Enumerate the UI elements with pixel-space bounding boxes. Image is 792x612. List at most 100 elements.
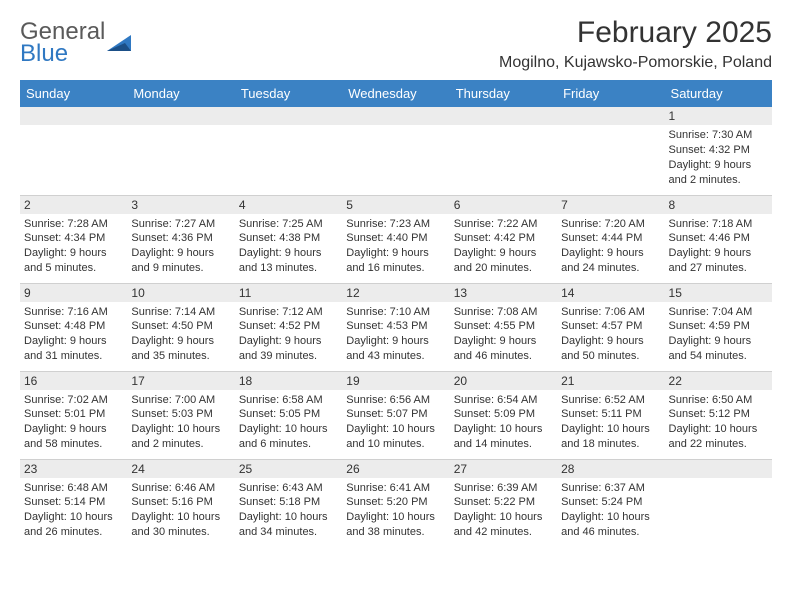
daylight-text: Daylight: 9 hours and 50 minutes. <box>561 334 660 364</box>
day-number: 15 <box>665 284 772 302</box>
sunrise-text: Sunrise: 6:52 AM <box>561 393 660 408</box>
calendar-day-cell: 28Sunrise: 6:37 AMSunset: 5:24 PMDayligh… <box>557 459 664 547</box>
sunset-text: Sunset: 4:46 PM <box>669 231 768 246</box>
day-number: 13 <box>450 284 557 302</box>
calendar-day-cell: 15Sunrise: 7:04 AMSunset: 4:59 PMDayligh… <box>665 283 772 371</box>
day-number <box>665 460 772 478</box>
daylight-text: Daylight: 10 hours and 26 minutes. <box>24 510 123 540</box>
daylight-text: Daylight: 10 hours and 30 minutes. <box>131 510 230 540</box>
sunrise-text: Sunrise: 7:14 AM <box>131 305 230 320</box>
calendar-week-row: 2Sunrise: 7:28 AMSunset: 4:34 PMDaylight… <box>20 195 772 283</box>
day-number <box>235 107 342 125</box>
daylight-text: Daylight: 9 hours and 5 minutes. <box>24 246 123 276</box>
weekday-header: Monday <box>127 80 234 107</box>
daylight-text: Daylight: 9 hours and 31 minutes. <box>24 334 123 364</box>
sunset-text: Sunset: 5:01 PM <box>24 407 123 422</box>
calendar-day-cell: 12Sunrise: 7:10 AMSunset: 4:53 PMDayligh… <box>342 283 449 371</box>
sunset-text: Sunset: 4:57 PM <box>561 319 660 334</box>
sunset-text: Sunset: 5:18 PM <box>239 495 338 510</box>
sunset-text: Sunset: 5:20 PM <box>346 495 445 510</box>
calendar-day-cell <box>20 107 127 195</box>
day-number <box>342 107 449 125</box>
calendar-day-cell: 25Sunrise: 6:43 AMSunset: 5:18 PMDayligh… <box>235 459 342 547</box>
sunset-text: Sunset: 4:52 PM <box>239 319 338 334</box>
weekday-header-row: Sunday Monday Tuesday Wednesday Thursday… <box>20 80 772 107</box>
weekday-header: Tuesday <box>235 80 342 107</box>
sunrise-text: Sunrise: 6:39 AM <box>454 481 553 496</box>
sunrise-text: Sunrise: 7:25 AM <box>239 217 338 232</box>
daylight-text: Daylight: 10 hours and 14 minutes. <box>454 422 553 452</box>
calendar-table: Sunday Monday Tuesday Wednesday Thursday… <box>20 80 772 547</box>
sunrise-text: Sunrise: 7:06 AM <box>561 305 660 320</box>
daylight-text: Daylight: 9 hours and 24 minutes. <box>561 246 660 276</box>
daylight-text: Daylight: 9 hours and 2 minutes. <box>669 158 768 188</box>
daylight-text: Daylight: 10 hours and 42 minutes. <box>454 510 553 540</box>
sunrise-text: Sunrise: 7:08 AM <box>454 305 553 320</box>
calendar-day-cell: 2Sunrise: 7:28 AMSunset: 4:34 PMDaylight… <box>20 195 127 283</box>
sunrise-text: Sunrise: 7:04 AM <box>669 305 768 320</box>
sunset-text: Sunset: 5:16 PM <box>131 495 230 510</box>
weekday-header: Saturday <box>665 80 772 107</box>
day-number: 18 <box>235 372 342 390</box>
sunrise-text: Sunrise: 7:22 AM <box>454 217 553 232</box>
sunset-text: Sunset: 5:12 PM <box>669 407 768 422</box>
daylight-text: Daylight: 9 hours and 39 minutes. <box>239 334 338 364</box>
sunrise-text: Sunrise: 6:50 AM <box>669 393 768 408</box>
day-number <box>20 107 127 125</box>
daylight-text: Daylight: 9 hours and 13 minutes. <box>239 246 338 276</box>
calendar-day-cell: 4 Sunrise: 7:25 AMSunset: 4:38 PMDaylight… <box>235 195 342 283</box>
day-number: 27 <box>450 460 557 478</box>
calendar-week-row: 1Sunrise: 7:30 AMSunset: 4:32 PMDaylight… <box>20 107 772 195</box>
calendar-day-cell: 22Sunrise: 6:50 AMSunset: 5:12 PMDayligh… <box>665 371 772 459</box>
calendar-day-cell: 23Sunrise: 6:48 AMSunset: 5:14 PMDayligh… <box>20 459 127 547</box>
weekday-header: Sunday <box>20 80 127 107</box>
calendar-day-cell: 19Sunrise: 6:56 AMSunset: 5:07 PMDayligh… <box>342 371 449 459</box>
day-number: 20 <box>450 372 557 390</box>
daylight-text: Daylight: 9 hours and 54 minutes. <box>669 334 768 364</box>
day-number: 24 <box>127 460 234 478</box>
sunrise-text: Sunrise: 6:56 AM <box>346 393 445 408</box>
sunrise-text: Sunrise: 6:46 AM <box>131 481 230 496</box>
day-number: 21 <box>557 372 664 390</box>
sunset-text: Sunset: 5:11 PM <box>561 407 660 422</box>
calendar-day-cell: 26Sunrise: 6:41 AMSunset: 5:20 PMDayligh… <box>342 459 449 547</box>
sunrise-text: Sunrise: 6:48 AM <box>24 481 123 496</box>
calendar-day-cell <box>450 107 557 195</box>
day-number: 12 <box>342 284 449 302</box>
daylight-text: Daylight: 10 hours and 18 minutes. <box>561 422 660 452</box>
day-number: 11 <box>235 284 342 302</box>
sunrise-text: Sunrise: 7:16 AM <box>24 305 123 320</box>
day-number: 4 <box>235 196 342 214</box>
sunset-text: Sunset: 4:34 PM <box>24 231 123 246</box>
sunrise-text: Sunrise: 7:00 AM <box>131 393 230 408</box>
sunrise-text: Sunrise: 7:27 AM <box>131 217 230 232</box>
day-number: 16 <box>20 372 127 390</box>
daylight-text: Daylight: 9 hours and 20 minutes. <box>454 246 553 276</box>
daylight-text: Daylight: 10 hours and 34 minutes. <box>239 510 338 540</box>
sunrise-text: Sunrise: 7:23 AM <box>346 217 445 232</box>
sunset-text: Sunset: 5:22 PM <box>454 495 553 510</box>
location-text: Mogilno, Kujawsko-Pomorskie, Poland <box>499 54 772 72</box>
calendar-day-cell: 11Sunrise: 7:12 AMSunset: 4:52 PMDayligh… <box>235 283 342 371</box>
calendar-day-cell <box>557 107 664 195</box>
sunrise-text: Sunrise: 7:20 AM <box>561 217 660 232</box>
sunrise-text: Sunrise: 7:28 AM <box>24 217 123 232</box>
logo: General Blue <box>20 20 135 66</box>
day-number: 1 <box>665 107 772 125</box>
sunset-text: Sunset: 4:53 PM <box>346 319 445 334</box>
calendar-day-cell: 24 Sunrise: 6:46 AMSunset: 5:16 PMDayligh… <box>127 459 234 547</box>
day-number: 3 <box>127 196 234 214</box>
calendar-day-cell <box>235 107 342 195</box>
sunset-text: Sunset: 5:24 PM <box>561 495 660 510</box>
sunset-text: Sunset: 4:50 PM <box>131 319 230 334</box>
page-title: February 2025 <box>499 16 772 50</box>
weekday-header: Friday <box>557 80 664 107</box>
calendar-day-cell: 20Sunrise: 6:54 AMSunset: 5:09 PMDayligh… <box>450 371 557 459</box>
day-number: 25 <box>235 460 342 478</box>
daylight-text: Daylight: 9 hours and 58 minutes. <box>24 422 123 452</box>
calendar-day-cell: 5Sunrise: 7:23 AMSunset: 4:40 PMDaylight… <box>342 195 449 283</box>
sunset-text: Sunset: 4:42 PM <box>454 231 553 246</box>
calendar-day-cell: 10Sunrise: 7:14 AMSunset: 4:50 PMDayligh… <box>127 283 234 371</box>
sunset-text: Sunset: 4:38 PM <box>239 231 338 246</box>
sunrise-text: Sunrise: 7:18 AM <box>669 217 768 232</box>
